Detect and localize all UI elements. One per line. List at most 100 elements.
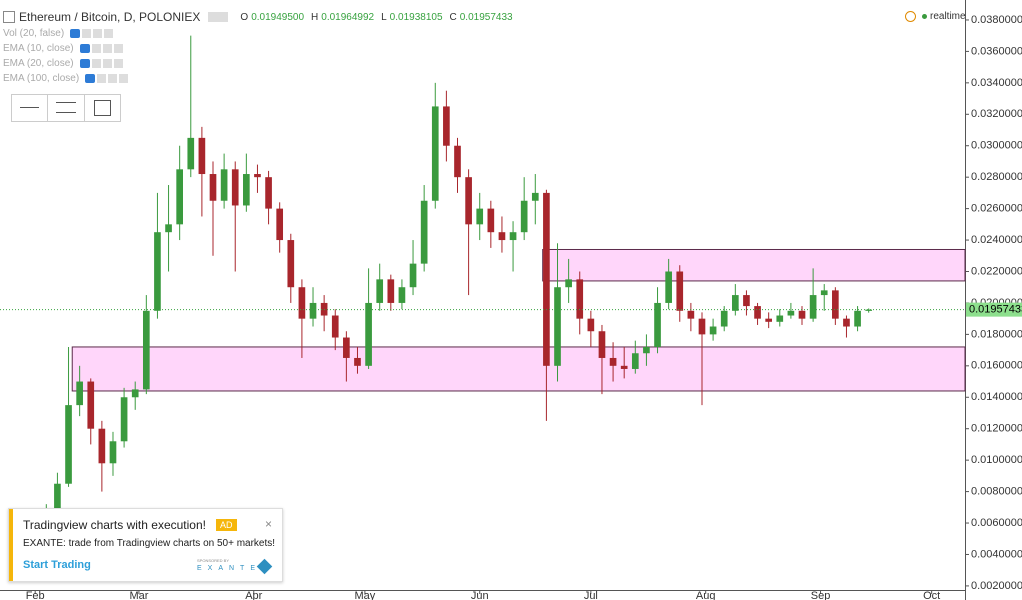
indicator-name: EMA (100, close) <box>3 73 80 84</box>
indicator-button <box>91 44 101 53</box>
candle-body <box>154 232 161 311</box>
candle-body <box>431 106 439 201</box>
symbol-title: Ethereum / Bitcoin, D, POLONIEX <box>19 10 201 24</box>
candle-body <box>631 353 639 369</box>
zone <box>542 248 966 282</box>
candle-body <box>487 208 495 233</box>
x-tick-label: Apr <box>245 590 262 600</box>
candle-body <box>809 295 817 319</box>
ad-close[interactable]: × <box>264 517 272 531</box>
indicator: EMA (100, close) <box>3 73 129 84</box>
x-tick-label: Oct <box>923 590 940 600</box>
indicator-button <box>82 29 92 38</box>
ohlc-value: 0.01957433 <box>459 11 513 23</box>
header-icons[interactable] <box>208 12 229 22</box>
candle-body <box>176 169 183 225</box>
zone <box>71 346 966 392</box>
ad-text: EXANTE: trade from Tradingview charts on… <box>23 538 276 549</box>
candle-body <box>609 357 617 366</box>
candle-body <box>843 318 850 327</box>
candle-body <box>331 315 339 338</box>
candle-body <box>765 318 772 322</box>
candle-body <box>798 310 806 319</box>
status-text: realtime <box>930 11 966 22</box>
candle-body <box>231 169 239 206</box>
candle-body <box>854 310 861 327</box>
indicator-button <box>102 44 112 53</box>
candle-body <box>498 232 506 241</box>
indicator-button <box>91 59 101 68</box>
candle-body <box>743 295 750 307</box>
candle-body <box>587 318 595 332</box>
candle-body <box>643 346 650 354</box>
indicator-eye <box>79 44 90 53</box>
ad-header: Tradingview charts with execution! AD <box>23 518 237 532</box>
candle-body <box>409 263 417 288</box>
x-tick-label: May <box>354 590 375 600</box>
last-price-box <box>966 302 1022 317</box>
ad-box: Tradingview charts with execution! AD × … <box>8 508 283 582</box>
ad-cta[interactable]: Start Trading <box>23 559 91 571</box>
x-tick-label: Jul <box>584 590 598 600</box>
status-dot <box>922 14 927 19</box>
indicator-button <box>113 44 123 53</box>
candle-body <box>87 381 95 429</box>
candle-body <box>665 271 672 303</box>
candle-body <box>65 405 72 484</box>
candle-body <box>754 306 761 319</box>
candle-body <box>142 310 150 390</box>
ohlc-value: 0.01949500 <box>251 11 305 23</box>
x-tick-label: Jun <box>471 590 489 600</box>
candle-body <box>443 106 450 146</box>
ohlc-value: 0.01938105 <box>389 11 443 23</box>
candle-body <box>709 326 717 335</box>
indicator-eye <box>85 74 96 83</box>
tool-line[interactable] <box>12 95 49 121</box>
candle-body <box>120 397 128 442</box>
x-tick-label: Aug <box>696 590 716 600</box>
candle-body <box>198 137 206 175</box>
candle-body <box>354 357 361 366</box>
ohlc-key: C <box>449 11 457 23</box>
candle-body <box>509 232 517 241</box>
candle-body <box>376 279 384 303</box>
candle-body <box>698 318 706 335</box>
status: realtime <box>905 11 966 22</box>
candle-body <box>620 365 628 369</box>
indicator-button <box>113 59 123 68</box>
ad-badge: AD <box>215 519 237 531</box>
ohlc-value: 0.01964992 <box>321 11 375 23</box>
tool-fib[interactable] <box>48 95 85 121</box>
candle-body <box>165 224 172 233</box>
ohlc-key: H <box>311 11 319 23</box>
candle-body <box>365 302 372 366</box>
tool-rect[interactable] <box>85 95 120 121</box>
last-price-label: 0.01957433 <box>969 304 1022 316</box>
indicator-name: EMA (10, close) <box>3 43 74 54</box>
x-tick-label: Mar <box>129 590 148 600</box>
ad-accent <box>9 509 13 581</box>
candle-body <box>687 310 695 319</box>
candle-body <box>220 169 228 201</box>
candle-body <box>454 145 461 178</box>
candle-body <box>387 279 395 303</box>
candle-body <box>254 174 261 178</box>
ad-sponsor-caption: SPONSORED BY <box>197 558 230 563</box>
candle-body <box>309 302 317 319</box>
candle-body <box>298 287 306 319</box>
drawing-toolbar <box>11 94 121 122</box>
collapse-icon[interactable] <box>3 11 15 23</box>
indicator-button <box>108 74 118 83</box>
indicator-button <box>102 59 112 68</box>
ohlc-key: O <box>240 11 249 23</box>
warning-icon[interactable] <box>905 11 916 22</box>
